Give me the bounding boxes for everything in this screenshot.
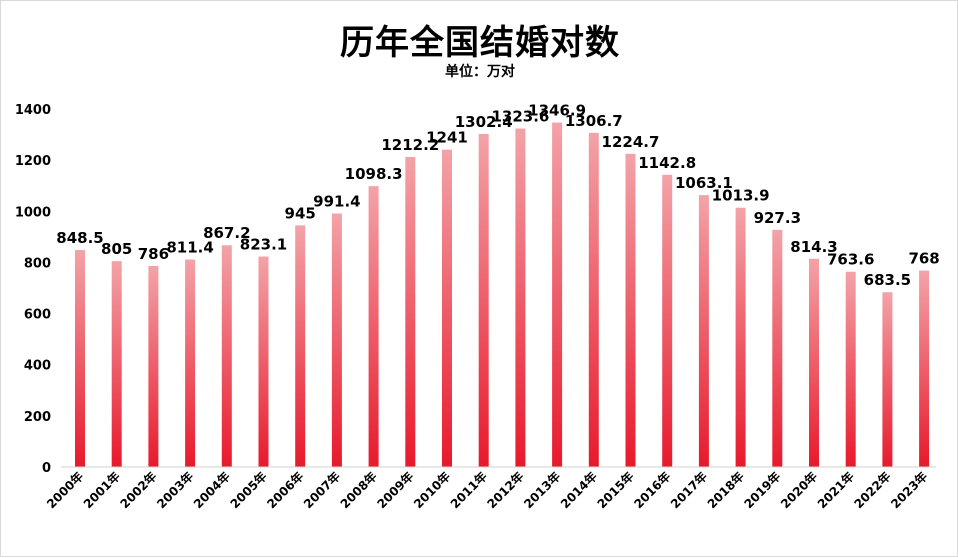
x-tick-label: 2008年: [337, 469, 380, 512]
x-tick-label: 2011年: [447, 469, 490, 512]
x-tick-label: 2018年: [704, 469, 747, 512]
bars: [75, 122, 930, 468]
data-label: 1212.2: [381, 136, 439, 154]
y-tick-label: 400: [24, 359, 51, 374]
data-label: 848.5: [56, 229, 103, 247]
data-label: 763.6: [827, 251, 874, 269]
y-axis: 0 200 400 600 800 1000 1200 1400: [15, 103, 51, 476]
bar: [405, 157, 416, 468]
x-tick-label: 2001年: [80, 469, 123, 512]
bar: [845, 271, 856, 467]
x-tick-label: 2015年: [594, 469, 637, 512]
y-tick-label: 1400: [15, 103, 51, 118]
bar: [75, 250, 85, 467]
bar: [331, 213, 342, 467]
x-tick-label: 2023年: [888, 469, 931, 512]
data-label: 927.3: [754, 209, 801, 227]
data-label: 1098.3: [345, 165, 403, 183]
bar: [882, 292, 893, 467]
y-tick-label: 0: [42, 461, 51, 476]
data-label: 814.3: [790, 238, 837, 256]
y-tick-label: 600: [24, 308, 51, 323]
bar: [478, 133, 489, 468]
x-tick-label: 2022年: [851, 469, 894, 512]
bar: [442, 149, 452, 467]
data-label: 768: [908, 250, 939, 268]
data-label: 1241: [426, 129, 468, 147]
x-tick-label: 2004年: [190, 469, 233, 512]
bar: [735, 207, 746, 467]
data-label: 1224.7: [602, 133, 660, 151]
bar: [625, 153, 636, 467]
bar: [588, 132, 599, 467]
bar: [698, 195, 709, 467]
x-axis: 2000年2001年2002年2003年2004年2005年2006年2007年…: [43, 466, 936, 512]
bar: [185, 259, 196, 467]
y-tick-label: 1200: [15, 154, 51, 169]
y-tick-label: 800: [24, 256, 51, 271]
bar: [258, 256, 269, 467]
x-tick-label: 2003年: [154, 469, 197, 512]
x-tick-label: 2019年: [741, 469, 784, 512]
data-label: 823.1: [240, 236, 287, 254]
x-tick-label: 2009年: [374, 469, 417, 512]
x-tick-label: 2017年: [667, 469, 710, 512]
chart-subtitle: 单位：万对: [445, 64, 515, 80]
data-label: 1306.7: [565, 112, 623, 130]
data-label: 805: [101, 240, 132, 258]
bar: [221, 245, 232, 467]
data-label: 1063.1: [675, 174, 733, 192]
y-tick-label: 200: [24, 410, 51, 425]
bar: [148, 266, 159, 467]
data-label: 683.5: [864, 271, 911, 289]
x-tick-label: 2002年: [117, 469, 160, 512]
bar: [368, 186, 379, 468]
x-tick-label: 2005年: [227, 469, 270, 512]
data-label: 1013.9: [712, 187, 770, 205]
data-label: 1142.8: [638, 154, 696, 172]
x-tick-label: 2007年: [300, 469, 343, 512]
x-tick-label: 2016年: [631, 469, 674, 512]
x-tick-label: 2020年: [777, 469, 820, 512]
data-label: 867.2: [203, 224, 250, 242]
data-label: 945: [285, 204, 316, 222]
x-tick-label: 2012年: [484, 469, 527, 512]
x-tick-label: 2013年: [521, 469, 564, 512]
data-label: 1346.9: [528, 102, 586, 120]
bar: [772, 229, 783, 467]
data-label: 1323.6: [491, 108, 549, 126]
x-tick-label: 2010年: [410, 469, 453, 512]
x-tick-label: 2006年: [264, 469, 307, 512]
data-label: 811.4: [166, 239, 213, 257]
x-tick-label: 2014年: [557, 469, 600, 512]
data-label: 1302.4: [455, 113, 513, 131]
bar: [111, 261, 122, 467]
bar: [295, 225, 306, 467]
bar: [919, 270, 930, 467]
y-tick-label: 1000: [15, 205, 51, 220]
bar: [809, 258, 819, 467]
bar: [662, 174, 673, 467]
bar: [515, 128, 526, 467]
data-label: 991.4: [313, 192, 360, 210]
bar: [552, 122, 563, 467]
data-label: 786: [138, 245, 169, 263]
x-tick-label: 2021年: [814, 469, 857, 512]
chart-title: 历年全国结婚对数: [340, 23, 620, 63]
